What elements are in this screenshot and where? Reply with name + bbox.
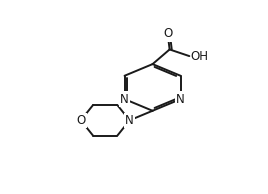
Text: N: N — [176, 93, 185, 106]
Text: N: N — [125, 114, 134, 127]
Text: O: O — [163, 27, 172, 40]
Text: OH: OH — [191, 50, 209, 63]
Text: N: N — [120, 93, 129, 106]
Text: O: O — [76, 114, 85, 127]
